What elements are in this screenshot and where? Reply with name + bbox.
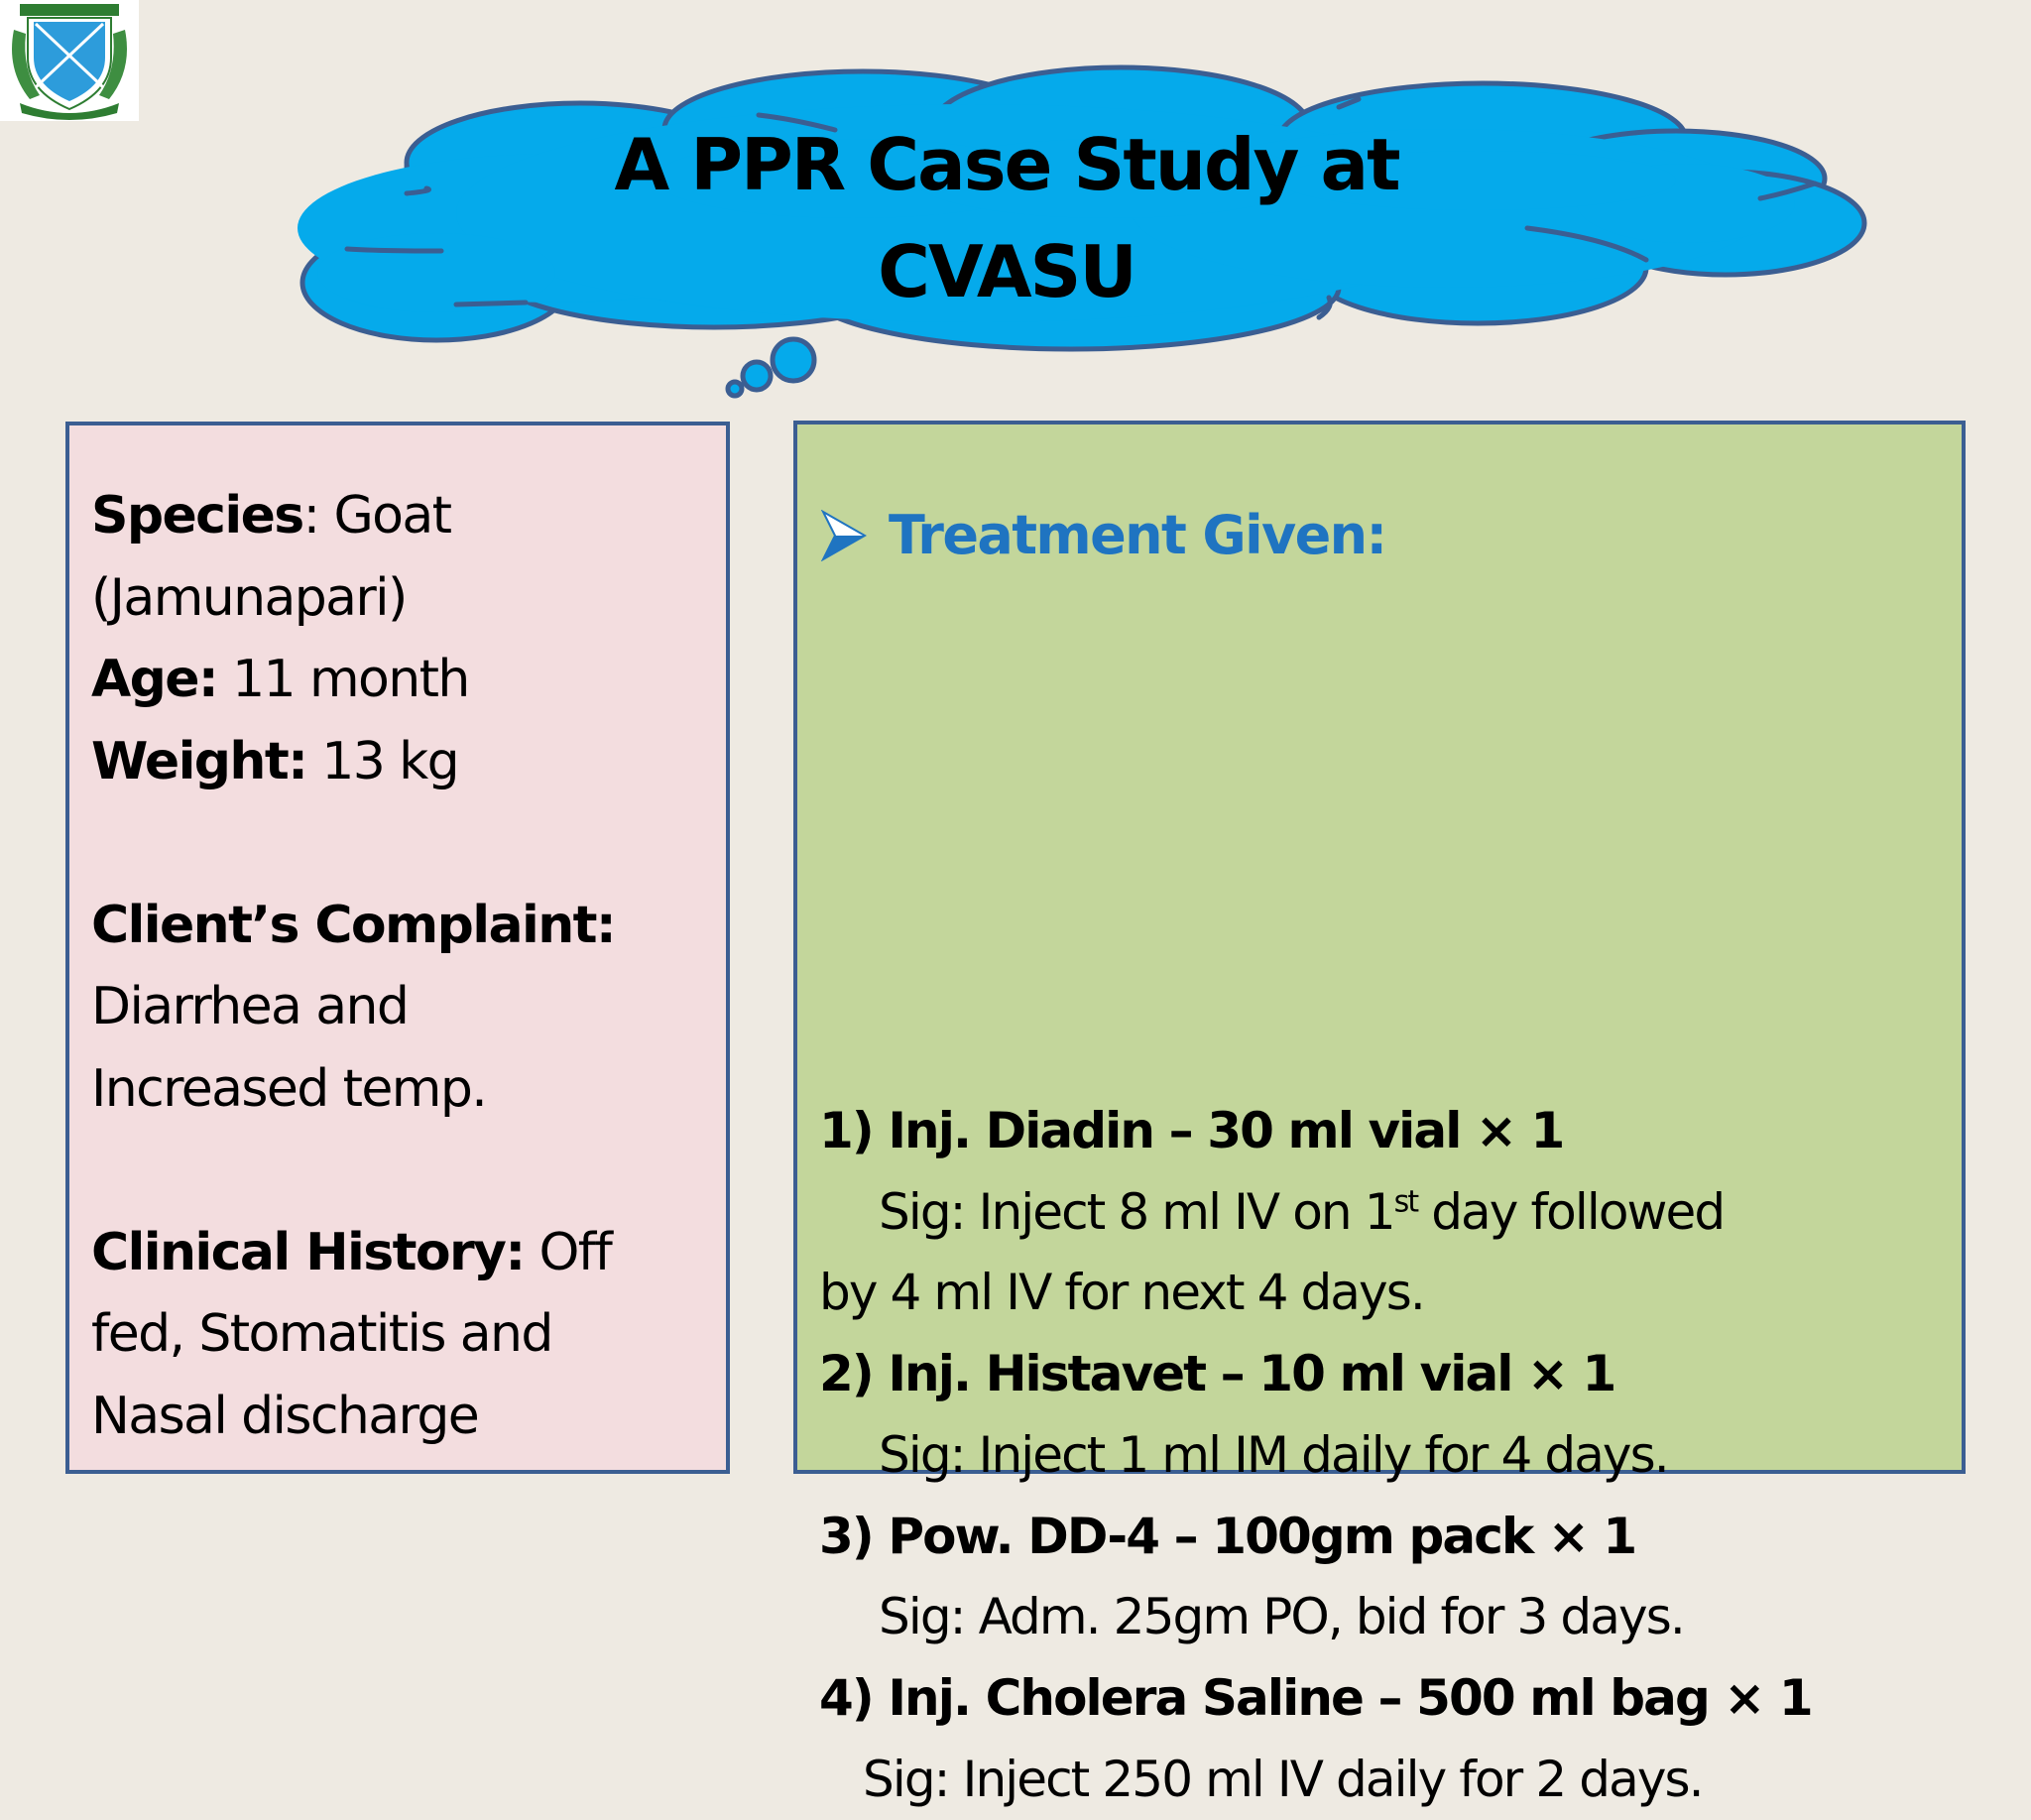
treatment-heading-text: Treatment Given: xyxy=(889,504,1387,566)
age-label: Age: xyxy=(91,650,219,709)
prescription-drug: 1) Inj. Diadin – 30 ml vial × 1 xyxy=(819,1102,1565,1159)
complaint-line-1: Diarrhea and xyxy=(91,977,410,1036)
weight-label: Weight: xyxy=(91,731,308,791)
species-row: Species: Goat xyxy=(91,475,706,557)
title-cloud-shape xyxy=(298,64,1867,399)
treatment-heading: Treatment Given: xyxy=(819,504,1387,566)
title-line-1: A PPR Case Study at xyxy=(614,123,1400,206)
arrow-bullet-icon xyxy=(820,509,867,561)
sig-text: Sig: Inject 8 ml IV on 1 xyxy=(879,1182,1396,1241)
prescription-drug: 3) Pow. DD-4 – 100gm pack × 1 xyxy=(819,1507,1637,1565)
prescription-drug: 2) Inj. Histavet – 10 ml vial × 1 xyxy=(819,1345,1616,1403)
crest-icon xyxy=(12,4,127,120)
prescription-list: 1) Inj. Diadin – 30 ml vial × 1 Sig: Inj… xyxy=(819,1091,1814,1820)
university-crest-logo xyxy=(0,0,139,121)
history-row: Clinical History: Off xyxy=(91,1212,706,1294)
thought-bubble-large xyxy=(770,336,817,384)
species-separator: : xyxy=(302,486,334,546)
history-label: Clinical History: xyxy=(91,1222,526,1282)
patient-info-box: Species: Goat (Jamunapari) Age: 11 month… xyxy=(65,422,730,1474)
complaint-label: Client’s Complaint: xyxy=(91,895,617,955)
sig-text: day followed xyxy=(1417,1182,1726,1241)
history-line-3: Nasal discharge xyxy=(91,1386,480,1446)
treatment-box: Treatment Given: 1) Inj. Diadin – 30 ml … xyxy=(793,421,1966,1808)
species-breed: (Jamunapari) xyxy=(91,567,408,628)
spacer xyxy=(91,1130,706,1212)
species-value: Goat xyxy=(333,486,452,546)
title-line-2: CVASU xyxy=(878,230,1137,313)
age-value: 11 month xyxy=(217,650,470,709)
weight-row: Weight: 13 kg xyxy=(91,721,706,803)
prescription-sig: Sig: Inject 1 ml IM daily for 4 days. xyxy=(879,1425,1670,1484)
thought-bubble-small xyxy=(725,379,745,399)
age-row: Age: 11 month xyxy=(91,639,706,721)
thought-bubble-medium xyxy=(740,359,774,393)
prescription-sig: Sig: Inject 250 ml IV daily for 2 days. xyxy=(863,1750,1705,1808)
history-line-1: Off xyxy=(524,1222,612,1282)
ordinal-suffix: st xyxy=(1393,1184,1419,1220)
history-line-2: fed, Stomatitis and xyxy=(91,1304,553,1364)
prescription-sig: Sig: Adm. 25gm PO, bid for 3 days. xyxy=(879,1588,1686,1646)
complaint-line-2: Increased temp. xyxy=(91,1058,488,1119)
prescription-sig-continued: by 4 ml IV for next 4 days. xyxy=(819,1264,1426,1322)
slide-title: A PPR Case Study at CVASU xyxy=(516,111,1497,325)
prescription-sig: Sig: Inject 8 ml IV on 1st day followed xyxy=(819,1172,1812,1254)
weight-value: 13 kg xyxy=(306,731,459,791)
prescription-drug: 4) Inj. Cholera Saline – 500 ml bag × 1 xyxy=(819,1668,1814,1727)
spacer xyxy=(91,802,706,885)
species-label: Species xyxy=(91,486,304,546)
